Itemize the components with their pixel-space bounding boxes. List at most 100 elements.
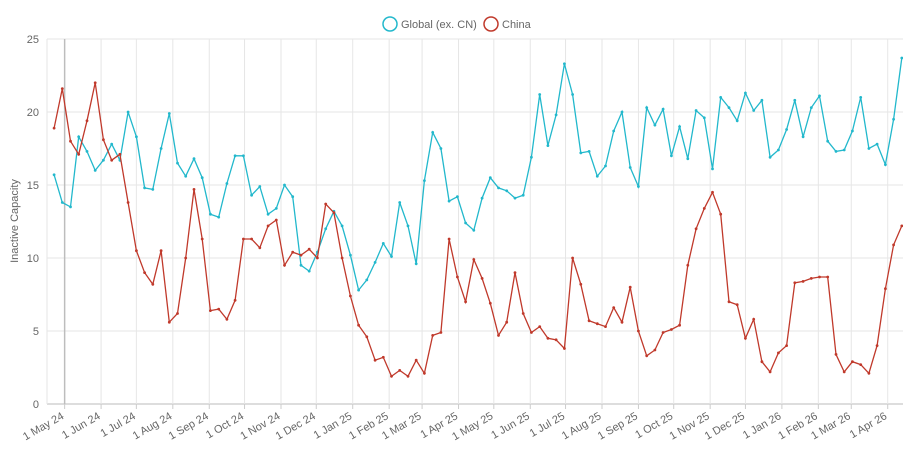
data-point-global [480, 196, 484, 200]
data-point-global [299, 263, 303, 267]
legend-item-global[interactable]: Global (ex. CN) [382, 16, 477, 32]
data-point-global [167, 112, 171, 115]
data-point-china [818, 275, 821, 279]
data-point-global [900, 56, 903, 60]
data-point-china [851, 360, 854, 364]
data-point-global [735, 119, 739, 123]
data-point-china [579, 282, 583, 286]
data-point-china [324, 202, 328, 206]
x-tick-label: 1 Dec 24 [274, 410, 318, 442]
data-point-global [135, 135, 138, 139]
data-point-global [464, 221, 467, 225]
data-point-global [324, 227, 328, 231]
data-point-global [349, 253, 352, 257]
data-point-china [793, 281, 797, 285]
data-point-global [620, 110, 624, 114]
data-point-global [595, 174, 599, 178]
data-point-china [209, 309, 212, 312]
data-point-global [834, 150, 838, 153]
data-point-global [744, 91, 747, 95]
data-point-china [225, 317, 229, 321]
x-tick-label: 1 Dec 25 [703, 410, 747, 442]
data-point-china [69, 139, 72, 143]
data-point-china [842, 370, 846, 374]
data-point-china [250, 237, 254, 241]
data-point-china [233, 298, 237, 302]
legend-item-china[interactable]: China [483, 16, 532, 32]
data-point-china [390, 374, 393, 378]
legend: Global (ex. CN) China [382, 16, 532, 32]
data-point-global [851, 129, 854, 133]
data-point-global [217, 215, 221, 219]
data-point-global [151, 188, 155, 191]
x-tick-label: 1 Oct 24 [204, 410, 246, 441]
data-point-global [209, 212, 212, 216]
data-point-china [299, 253, 303, 257]
data-point-china [266, 224, 270, 228]
data-point-china [513, 271, 517, 274]
data-point-global [200, 176, 204, 180]
data-point-global [242, 154, 245, 158]
data-point-china [110, 158, 114, 162]
data-point-global [777, 148, 780, 152]
data-point-global [274, 207, 278, 210]
data-point-china [439, 331, 443, 334]
data-point-global [431, 131, 435, 134]
data-point-china [777, 351, 780, 355]
x-tick-label: 1 Sep 25 [596, 410, 640, 442]
data-point-china [126, 201, 130, 204]
data-point-china [521, 312, 525, 315]
data-point-china [546, 336, 550, 340]
data-point-global [184, 174, 188, 178]
data-point-global [637, 185, 640, 188]
data-point-global [859, 96, 863, 99]
x-tick-label: 1 Aug 24 [131, 410, 175, 442]
data-point-global [159, 147, 163, 150]
data-point-china [604, 325, 607, 328]
x-tick-label: 1 Oct 25 [633, 410, 675, 441]
x-tick-label: 1 Apr 26 [848, 410, 889, 441]
data-point-global [390, 255, 393, 258]
data-point-china [661, 331, 665, 334]
data-point-china [653, 348, 657, 352]
data-point-global [447, 199, 451, 203]
data-point-global [768, 155, 772, 159]
data-point-china [242, 237, 245, 241]
data-point-china [217, 307, 221, 311]
data-point-china [719, 212, 723, 216]
data-point-global [694, 109, 698, 112]
data-point-china [93, 81, 97, 85]
data-point-china [85, 119, 89, 123]
data-point-global [563, 62, 566, 66]
data-point-global [875, 142, 879, 146]
data-point-global [456, 195, 459, 199]
series-line-global [53, 57, 903, 292]
data-point-china [151, 282, 155, 286]
data-point-china [340, 256, 344, 260]
data-point-global [85, 150, 89, 153]
data-point-china [768, 370, 772, 374]
data-point-global [365, 278, 369, 282]
x-tick-label: 1 Aug 25 [560, 410, 604, 442]
data-point-china [760, 360, 764, 364]
data-point-china [571, 256, 574, 260]
data-point-china [283, 263, 286, 267]
data-point-global [842, 148, 846, 152]
data-point-china [563, 347, 566, 350]
y-axis: 0 5 10 15 20 25 [27, 34, 39, 411]
data-point-china [875, 344, 879, 347]
legend-label-china: China [502, 19, 532, 31]
data-point-china [398, 369, 402, 372]
grid [46, 38, 903, 409]
data-point-china [456, 275, 459, 279]
data-point-global [793, 98, 797, 102]
data-point-china [472, 258, 476, 261]
x-tick-label: 1 Sep 24 [167, 410, 211, 442]
data-point-china [694, 227, 698, 231]
data-point-global [225, 182, 229, 185]
y-tick-label: 20 [27, 107, 39, 119]
data-point-global [818, 94, 821, 98]
data-point-global [406, 224, 410, 228]
data-point-global [439, 147, 443, 150]
